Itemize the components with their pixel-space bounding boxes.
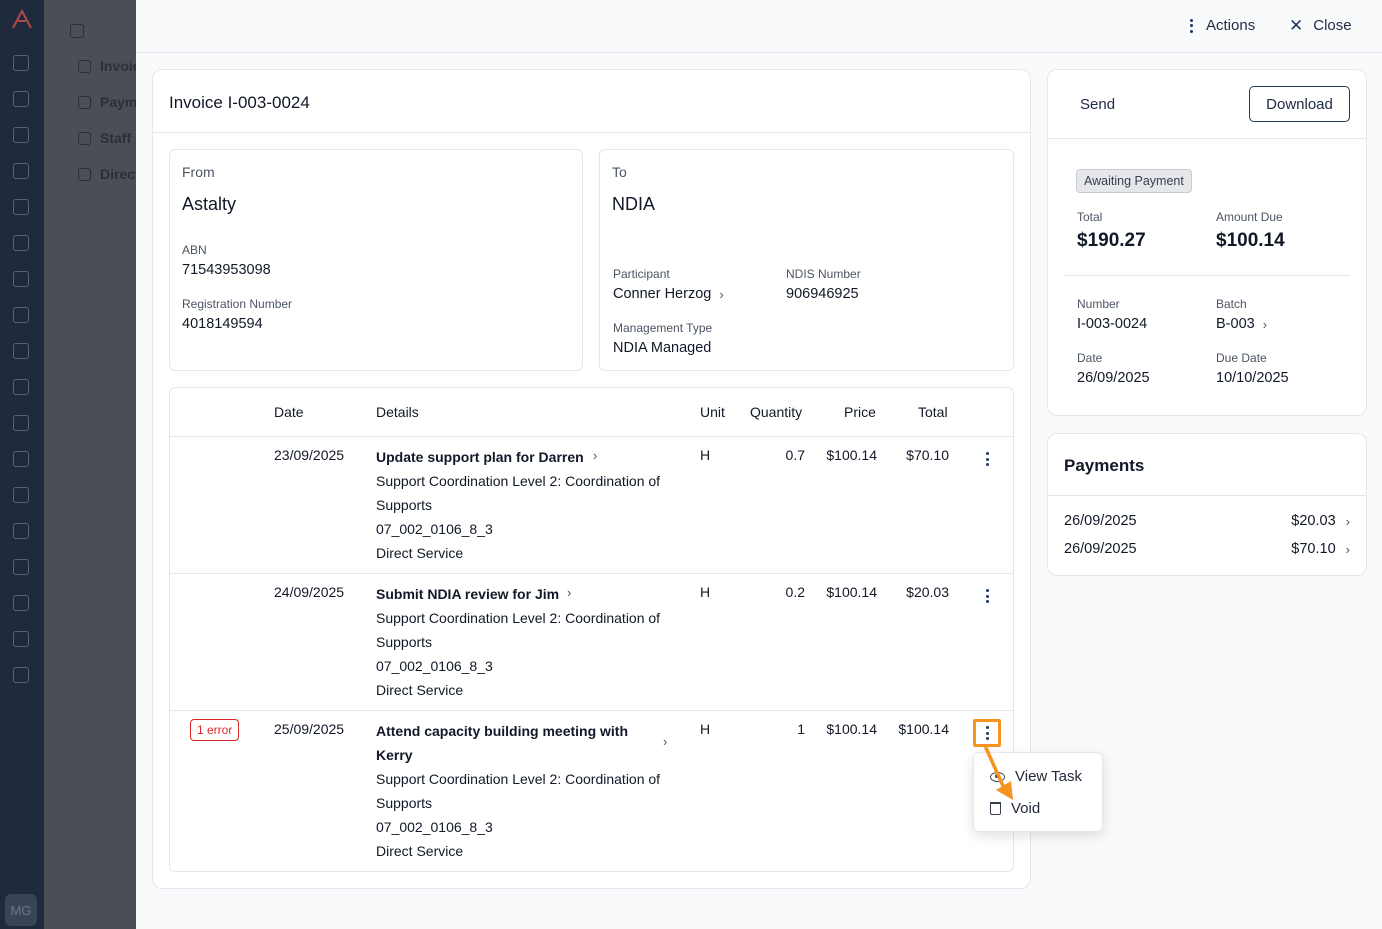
divider [153, 132, 1030, 133]
participant-field: Participant Conner Herzog › [613, 267, 724, 302]
more-vertical-icon [982, 452, 992, 466]
more-vertical-icon [1186, 18, 1196, 33]
invoice-drawer: Actions ✕ Close Invoice I-003-0024 From … [136, 0, 1382, 929]
menu-item-void[interactable]: Void [990, 800, 1040, 817]
calendar-check-icon[interactable] [13, 91, 29, 107]
divider [170, 573, 1013, 574]
participant-link[interactable]: Conner Herzog › [613, 286, 724, 302]
payments-card: Payments 26/09/2025 $20.03 › 26/09/2025 $… [1047, 433, 1367, 576]
close-button[interactable]: ✕ Close [1289, 16, 1352, 35]
app-logo-icon [12, 8, 32, 29]
error-badge[interactable]: 1 error [190, 719, 240, 741]
app-nav-rail: MG [0, 0, 44, 929]
eye-icon [990, 771, 1005, 782]
to-heading: To [612, 164, 627, 180]
chevron-right-icon: › [663, 734, 668, 749]
ndis-number-field: NDIS Number 906946925 [786, 267, 861, 302]
amount-due-field: Amount Due $100.14 [1216, 210, 1285, 251]
trash-icon [990, 802, 1001, 815]
column-header-unit: Unit [700, 404, 725, 420]
chevron-right-icon: › [593, 448, 598, 463]
registration-field: Registration Number 4018149594 [182, 297, 293, 332]
row-action-menu: View Task Void [973, 752, 1103, 832]
total-field: Total $190.27 [1077, 210, 1146, 251]
from-name: Astalty [182, 194, 237, 214]
payment-row[interactable]: 26/09/2025 $20.03 › [1064, 513, 1350, 529]
column-header-date: Date [274, 404, 304, 420]
person-icon [78, 167, 91, 181]
gear-icon[interactable] [13, 631, 29, 647]
bell-icon[interactable] [13, 523, 29, 539]
user-settings-icon[interactable] [13, 595, 29, 611]
calendar-icon[interactable] [13, 163, 29, 179]
download-icon [78, 95, 91, 109]
divider [170, 436, 1013, 437]
pie-chart-icon[interactable] [13, 379, 29, 395]
management-type-field: Management Type NDIA Managed [613, 321, 713, 356]
sidebar-item-staff[interactable]: Staff [78, 130, 131, 146]
download-icon[interactable] [13, 559, 29, 575]
document-icon[interactable] [13, 307, 29, 323]
row-menu-button[interactable] [973, 445, 1001, 473]
number-field: Number I-003-0024 [1077, 297, 1148, 332]
divider [170, 710, 1013, 711]
row-menu-button[interactable] [973, 582, 1001, 610]
chevron-right-icon: › [567, 585, 572, 600]
close-icon: ✕ [1289, 16, 1304, 35]
column-header-price: Price [844, 404, 876, 420]
staff-icon [78, 131, 91, 145]
divider [1048, 138, 1366, 139]
to-section: To NDIA Participant Conner Herzog › NDIS … [599, 149, 1014, 371]
book-icon[interactable] [13, 235, 29, 251]
invoice-summary-card: Send Download Awaiting Payment Total $19… [1047, 69, 1367, 416]
page-title: Invoice I-003-0024 [169, 93, 310, 112]
users-icon[interactable] [13, 199, 29, 215]
due-date-field: Due Date 10/10/2025 [1216, 351, 1289, 386]
payment-row[interactable]: 26/09/2025 $70.10 › [1064, 541, 1350, 557]
invoice-icon[interactable] [13, 487, 29, 503]
batch-field: Batch B-003 › [1216, 297, 1268, 332]
column-header-total: Total [918, 404, 948, 420]
column-header-details: Details [376, 404, 419, 420]
column-header-quantity: Quantity [750, 404, 803, 420]
actions-button[interactable]: Actions [1186, 17, 1255, 34]
from-section: From Astalty ABN 71543953098 Registratio… [169, 149, 583, 371]
abn-field: ABN 71543953098 [182, 243, 271, 278]
folder-icon[interactable] [13, 451, 29, 467]
list-icon[interactable] [13, 127, 29, 143]
open-book-icon[interactable] [13, 415, 29, 431]
avatar[interactable]: MG [5, 894, 37, 926]
line-item-link[interactable]: Update support plan for Darren [376, 449, 584, 465]
menu-item-view-task[interactable]: View Task [990, 768, 1082, 785]
dashboard-icon[interactable] [13, 55, 29, 71]
batch-link[interactable]: B-003 › [1216, 316, 1268, 332]
line-item-link[interactable]: Attend capacity building meeting with Ke… [376, 723, 629, 763]
chevron-right-icon: › [719, 286, 724, 302]
more-vertical-icon [982, 589, 992, 603]
sidebar-toggle-icon[interactable] [70, 24, 84, 38]
drawer-topbar: Actions ✕ Close [136, 0, 1382, 53]
to-name: NDIA [612, 194, 656, 214]
status-badge: Awaiting Payment [1076, 169, 1192, 193]
chevron-right-icon: › [1262, 316, 1268, 332]
card-icon[interactable] [13, 667, 29, 683]
send-button[interactable]: Send [1080, 96, 1116, 113]
signature-icon[interactable] [13, 343, 29, 359]
download-button[interactable]: Download [1249, 86, 1350, 122]
from-heading: From [182, 164, 215, 180]
payments-title: Payments [1064, 456, 1145, 475]
invoice-card: Invoice I-003-0024 From Astalty ABN 7154… [152, 69, 1031, 889]
file-icon [78, 59, 91, 73]
row-menu-button[interactable] [973, 719, 1001, 747]
chevron-right-icon: › [1345, 513, 1350, 529]
line-item-link[interactable]: Submit NDIA review for Jim [376, 586, 560, 602]
more-vertical-icon [982, 726, 992, 740]
divider [1048, 495, 1366, 496]
divider [1064, 275, 1350, 276]
alert-icon[interactable] [13, 271, 29, 287]
app-sidebar: Invoices Payments Staff Directory [44, 0, 166, 929]
chevron-right-icon: › [1345, 541, 1350, 557]
date-field: Date 26/09/2025 [1077, 351, 1150, 386]
line-items-table: Date Details Unit Quantity Price Total 2… [169, 387, 1014, 872]
